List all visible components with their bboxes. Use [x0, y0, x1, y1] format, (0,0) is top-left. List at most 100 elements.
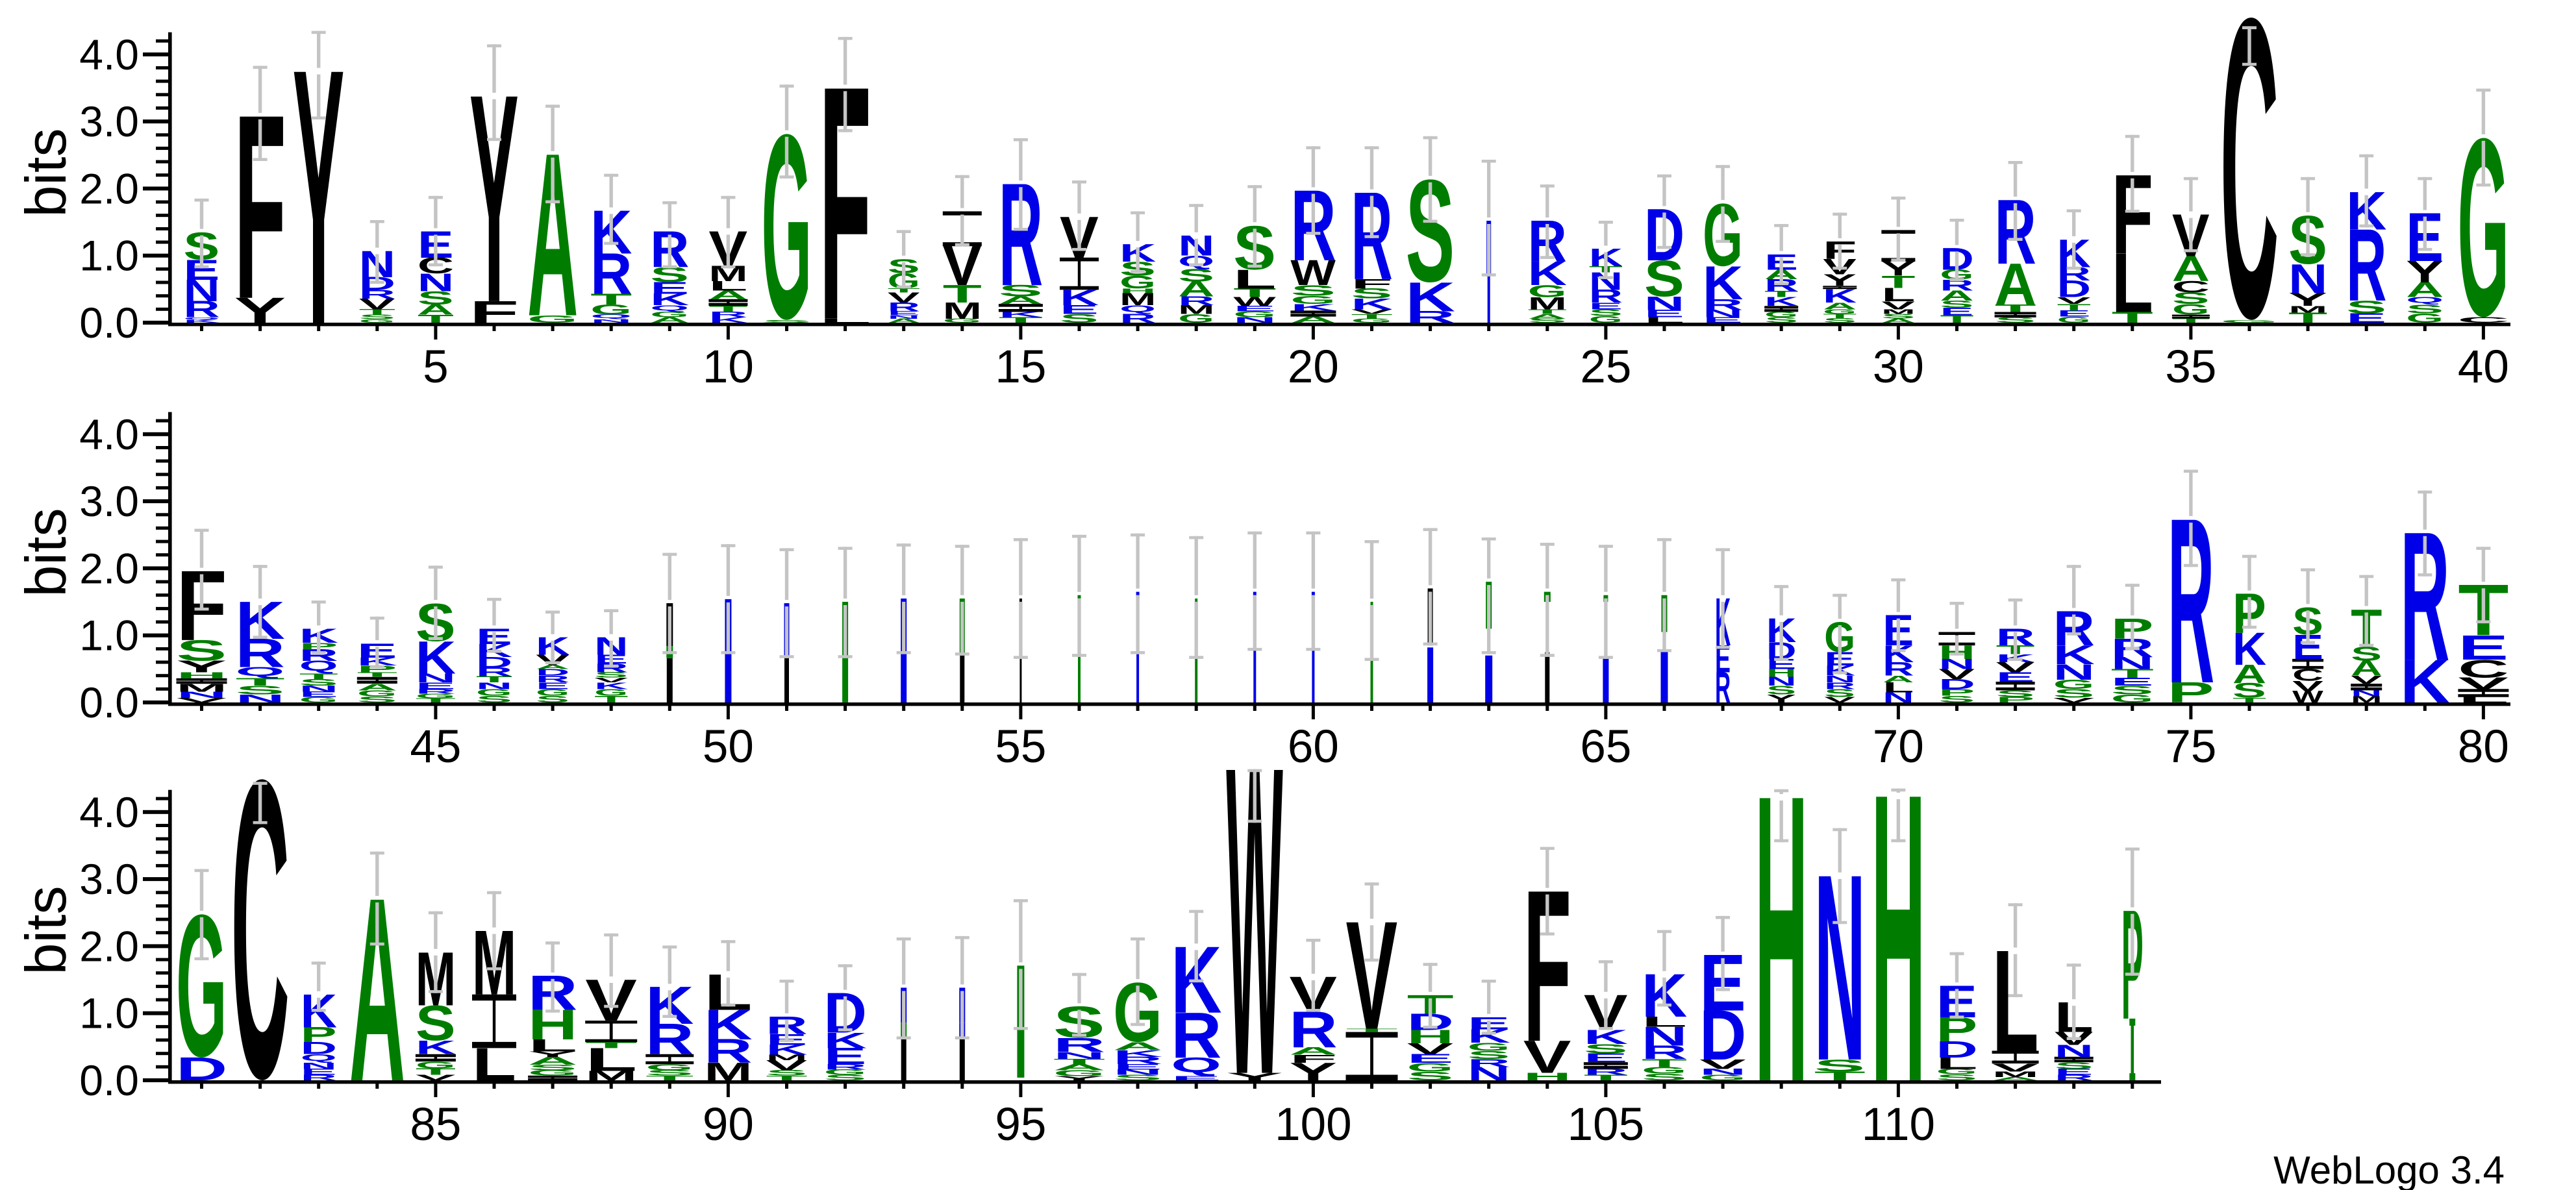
svg-text:S: S	[1407, 1069, 1454, 1083]
svg-text:A: A	[1113, 1039, 1162, 1052]
svg-text:R: R	[184, 296, 220, 322]
svg-text:A: A	[2406, 278, 2444, 302]
svg-text:A: A	[2172, 249, 2210, 289]
svg-text:V: V	[416, 1073, 456, 1082]
svg-text:L: L	[585, 1041, 637, 1078]
svg-text:E: E	[1171, 1075, 1221, 1082]
svg-text:E: E	[2055, 1067, 2094, 1076]
svg-text:A: A	[1290, 315, 1336, 325]
svg-text:S: S	[1178, 266, 1214, 286]
svg-text:S: S	[824, 1073, 867, 1082]
svg-text:V: V	[1699, 1057, 1746, 1072]
svg-text:E: E	[1589, 301, 1623, 312]
svg-text:K: K	[1113, 1048, 1162, 1059]
svg-text:N: N	[236, 692, 285, 705]
svg-text:C: C	[2458, 654, 2508, 683]
svg-text:S: S	[1824, 687, 1855, 699]
svg-text:E: E	[1584, 1051, 1628, 1065]
svg-text:60: 60	[1288, 721, 1339, 773]
svg-text:P: P	[357, 663, 397, 675]
svg-text:R: R	[824, 1063, 867, 1071]
svg-text:F: F	[1351, 277, 1393, 291]
svg-text:S: S	[2053, 687, 2095, 700]
svg-text:K: K	[708, 316, 747, 324]
svg-text:L: L	[1233, 264, 1276, 294]
svg-text:G: G	[943, 317, 982, 324]
svg-text:70: 70	[1873, 721, 1924, 773]
svg-text:G: G	[528, 1069, 577, 1077]
svg-text:V: V	[177, 696, 227, 704]
svg-text:0.0: 0.0	[79, 1056, 139, 1104]
svg-text:N: N	[1699, 1067, 1746, 1077]
svg-text:G: G	[416, 693, 456, 700]
svg-text:N: N	[2351, 689, 2382, 699]
svg-text:R: R	[416, 688, 456, 695]
svg-text:E: E	[2346, 310, 2386, 325]
svg-text:D: D	[1699, 996, 1746, 1075]
svg-text:5: 5	[423, 341, 449, 393]
svg-text:T: T	[416, 697, 456, 704]
svg-text:R: R	[1703, 296, 1743, 314]
svg-text:K: K	[766, 1041, 808, 1058]
svg-text:80: 80	[2458, 721, 2509, 773]
svg-text:E: E	[1060, 303, 1099, 317]
svg-text:T: T	[766, 1074, 808, 1082]
svg-text:M: M	[2288, 304, 2327, 315]
svg-text:L: L	[1642, 1013, 1687, 1030]
svg-text:G: G	[1936, 1067, 1978, 1076]
svg-text:G: G	[527, 314, 578, 325]
svg-text:S: S	[2406, 302, 2444, 316]
svg-text:T: T	[1233, 286, 1276, 300]
svg-text:1.0: 1.0	[79, 989, 139, 1037]
svg-text:K: K	[824, 1028, 867, 1053]
svg-text:S: S	[416, 995, 456, 1051]
svg-text:W: W	[1290, 253, 1336, 293]
svg-text:A: A	[418, 302, 454, 318]
svg-text:V: V	[2292, 678, 2324, 695]
svg-text:G: G	[299, 695, 338, 704]
svg-text:R: R	[1113, 1055, 1162, 1067]
svg-text:T: T	[2172, 317, 2210, 324]
svg-text:S: S	[999, 282, 1043, 300]
svg-text:P: P	[301, 1023, 337, 1047]
svg-text:20: 20	[1288, 341, 1339, 393]
svg-text:K: K	[1528, 254, 1567, 293]
svg-text:T: T	[1351, 312, 1393, 320]
svg-text:T: T	[708, 304, 747, 314]
svg-text:N: N	[1824, 674, 1855, 685]
svg-text:45: 45	[410, 721, 461, 773]
svg-text:W: W	[1226, 675, 1283, 1167]
svg-text:M: M	[943, 298, 982, 324]
svg-text:K: K	[1764, 295, 1798, 309]
svg-text:T: T	[359, 308, 395, 316]
svg-text:Y: Y	[1289, 1058, 1337, 1086]
svg-text:R: R	[1589, 286, 1623, 306]
svg-text:A: A	[357, 682, 397, 693]
svg-text:E: E	[1644, 308, 1684, 319]
svg-text:M: M	[1178, 303, 1214, 317]
svg-text:N: N	[177, 690, 227, 700]
svg-text:K: K	[1406, 273, 1455, 320]
svg-text:bits: bits	[14, 508, 78, 597]
svg-text:H: H	[1871, 708, 1925, 1168]
svg-text:0.0: 0.0	[79, 299, 139, 347]
svg-text:C: C	[231, 691, 290, 1166]
svg-text:110: 110	[1862, 1099, 1935, 1150]
svg-text:K: K	[1703, 256, 1743, 310]
svg-text:T: T	[1346, 1028, 1398, 1033]
svg-text:D: D	[2057, 276, 2091, 303]
svg-text:A: A	[888, 317, 920, 324]
svg-text:L: L	[2458, 695, 2508, 704]
svg-text:T: T	[594, 694, 628, 705]
svg-text:H: H	[1407, 1026, 1454, 1048]
svg-text:D: D	[301, 1039, 337, 1058]
svg-text:85: 85	[410, 1099, 461, 1150]
svg-text:3.0: 3.0	[79, 855, 139, 903]
svg-text:T: T	[943, 280, 982, 308]
svg-text:1.0: 1.0	[79, 232, 139, 280]
svg-text:R: R	[1406, 308, 1455, 327]
svg-text:R: R	[476, 665, 512, 680]
svg-text:4.0: 4.0	[79, 788, 139, 836]
svg-text:S: S	[645, 1069, 694, 1077]
svg-text:R: R	[704, 1032, 752, 1070]
